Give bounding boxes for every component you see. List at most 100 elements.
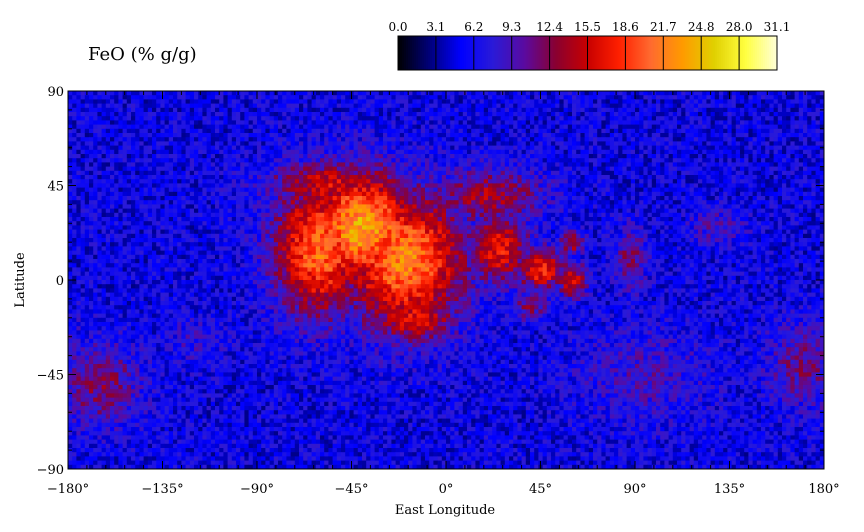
heatmap-cell: [240, 191, 245, 197]
heatmap-cell: [378, 128, 384, 134]
heatmap-cell: [525, 149, 531, 155]
heatmap-cell: [593, 145, 598, 151]
heatmap-cell: [366, 107, 371, 113]
heatmap-cell: [664, 158, 669, 163]
heatmap-cell: [290, 133, 296, 138]
heatmap-cell: [500, 187, 506, 193]
heatmap-cell: [345, 137, 350, 142]
heatmap-cell: [420, 191, 426, 197]
heatmap-cell: [614, 137, 619, 142]
heatmap-cell: [395, 95, 401, 100]
heatmap-cell: [601, 116, 606, 121]
heatmap-cell: [689, 166, 695, 172]
colorbar-swatch: [583, 36, 586, 70]
heatmap-cell: [370, 141, 375, 146]
heatmap-cell: [152, 103, 157, 109]
heatmap-cell: [454, 158, 459, 163]
heatmap-cell: [647, 116, 653, 121]
heatmap-cell: [156, 124, 161, 130]
heatmap-cell: [320, 124, 325, 130]
heatmap-cell: [336, 112, 342, 117]
heatmap-cell: [614, 107, 619, 113]
heatmap-cell: [786, 170, 791, 176]
heatmap-cell: [286, 133, 291, 138]
heatmap-cell: [786, 154, 791, 159]
heatmap-cell: [408, 107, 413, 113]
heatmap-cell: [139, 116, 144, 121]
heatmap-cell: [622, 175, 627, 180]
heatmap-cell: [105, 99, 111, 104]
heatmap-cell: [815, 91, 821, 96]
heatmap-cell: [651, 196, 657, 201]
heatmap-cell: [93, 120, 98, 125]
heatmap-cell: [429, 191, 434, 197]
heatmap-cell: [719, 124, 724, 130]
heatmap-cell: [559, 128, 564, 134]
heatmap-cell: [437, 154, 443, 159]
heatmap-cell: [601, 99, 606, 104]
heatmap-cell: [685, 149, 690, 155]
heatmap-cell: [320, 179, 325, 184]
heatmap-cell: [366, 128, 371, 134]
heatmap-cell: [433, 187, 438, 193]
heatmap-cell: [618, 191, 623, 197]
heatmap-cell: [391, 112, 396, 117]
heatmap-cell: [513, 124, 518, 130]
heatmap-cell: [223, 116, 228, 121]
heatmap-cell: [173, 145, 178, 151]
heatmap-cell: [324, 124, 329, 130]
heatmap-cell: [404, 145, 409, 151]
heatmap-cell: [223, 183, 228, 188]
heatmap-cell: [563, 137, 569, 142]
heatmap-cell: [710, 116, 716, 121]
heatmap-cell: [416, 120, 422, 125]
heatmap-cell: [723, 187, 728, 193]
heatmap-cell: [189, 137, 195, 142]
heatmap-cell: [131, 183, 136, 188]
heatmap-cell: [647, 124, 653, 130]
heatmap-cell: [656, 166, 661, 172]
heatmap-cell: [387, 103, 392, 109]
heatmap-cell: [500, 158, 506, 163]
heatmap-cell: [639, 133, 644, 138]
heatmap-cell: [240, 162, 245, 167]
heatmap-cell: [248, 200, 254, 205]
heatmap-cell: [765, 175, 770, 180]
heatmap-cell: [332, 170, 338, 176]
heatmap-cell: [80, 145, 86, 151]
heatmap-cell: [206, 99, 212, 104]
heatmap-cell: [265, 166, 270, 172]
heatmap-cell: [580, 166, 585, 172]
heatmap-cell: [408, 191, 413, 197]
colorbar-swatch: [465, 36, 469, 70]
heatmap-cell: [664, 175, 669, 180]
heatmap-cell: [685, 191, 690, 197]
heatmap-cell: [357, 116, 363, 121]
heatmap-cell: [819, 133, 825, 138]
heatmap-cell: [811, 133, 816, 138]
heatmap-cell: [807, 107, 812, 113]
heatmap-cell: [647, 133, 653, 138]
heatmap-cell: [236, 149, 241, 155]
heatmap-cell: [475, 91, 480, 96]
heatmap-cell: [744, 183, 749, 188]
heatmap-cell: [677, 120, 682, 125]
heatmap-cell: [391, 162, 396, 167]
heatmap-cell: [248, 145, 254, 151]
heatmap-cell: [756, 179, 762, 184]
heatmap-cell: [294, 137, 300, 142]
heatmap-cell: [651, 103, 657, 109]
colorbar-swatch: [413, 36, 417, 70]
heatmap-cell: [555, 112, 560, 117]
heatmap-cell: [294, 91, 300, 96]
heatmap-cell: [294, 179, 300, 184]
heatmap-cell: [223, 154, 228, 159]
heatmap-cell: [294, 124, 300, 130]
heatmap-cell: [168, 196, 174, 201]
heatmap-cell: [656, 141, 661, 146]
heatmap-cell: [672, 99, 678, 104]
colorbar-swatch: [641, 36, 644, 70]
heatmap-cell: [391, 154, 396, 159]
heatmap-cell: [299, 158, 304, 163]
heatmap-cell: [89, 154, 94, 159]
